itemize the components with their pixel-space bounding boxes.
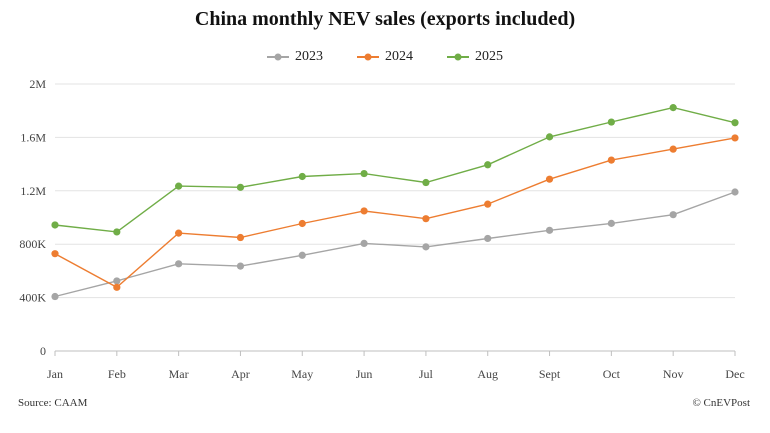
legend-label-2025: 2025 bbox=[475, 49, 503, 64]
data-point-2023-may bbox=[298, 251, 306, 259]
chart-title: China monthly NEV sales (exports include… bbox=[194, 8, 576, 30]
data-point-2025-feb bbox=[113, 228, 121, 236]
x-tick-label: Sept bbox=[539, 367, 561, 381]
data-point-2023-oct bbox=[607, 219, 615, 227]
y-tick-label: 800K bbox=[19, 237, 46, 251]
data-point-2023-aug bbox=[484, 234, 492, 243]
legend-marker-2024 bbox=[357, 53, 379, 61]
data-point-2024-aug bbox=[484, 200, 492, 208]
x-tick-label: Mar bbox=[169, 367, 189, 381]
data-point-2024-sept bbox=[545, 175, 554, 183]
legend-item-2023[interactable]: 2023 bbox=[267, 49, 323, 65]
y-tick-label: 1.2M bbox=[20, 184, 46, 198]
data-point-2025-dec bbox=[731, 119, 739, 127]
data-point-2025-nov bbox=[669, 104, 677, 112]
data-point-2023-feb bbox=[113, 277, 121, 285]
data-point-2024-mar bbox=[175, 229, 183, 237]
data-point-2024-may bbox=[298, 219, 306, 228]
data-point-2023-jan bbox=[51, 292, 59, 301]
data-point-2023-jun bbox=[360, 239, 368, 247]
x-tick-label: Aug bbox=[477, 367, 498, 381]
credit-note: © CnEVPost bbox=[692, 397, 750, 409]
x-tick-label: Jun bbox=[356, 367, 373, 381]
data-point-2025-apr bbox=[236, 183, 245, 191]
data-point-2023-mar bbox=[175, 260, 183, 268]
data-point-2024-dec bbox=[731, 134, 739, 142]
data-point-2023-dec bbox=[731, 188, 739, 196]
x-tick-label: Jan bbox=[47, 367, 63, 381]
data-point-2025-oct bbox=[607, 118, 615, 126]
source-note: Source: CAAM bbox=[18, 397, 88, 409]
data-point-2023-jul bbox=[422, 243, 430, 251]
data-point-2025-jul bbox=[422, 178, 430, 187]
x-tick-label: Jul bbox=[419, 367, 434, 381]
data-point-2023-sept bbox=[545, 226, 554, 234]
y-tick-label: 2M bbox=[29, 77, 46, 91]
data-point-2024-apr bbox=[236, 233, 245, 242]
data-point-2024-jan bbox=[51, 250, 59, 258]
legend-item-2025[interactable]: 2025 bbox=[447, 49, 503, 65]
legend-item-2024[interactable]: 2024 bbox=[357, 49, 413, 65]
x-tick-label: May bbox=[291, 367, 313, 381]
series-line-2024 bbox=[54, 137, 736, 289]
data-point-2024-feb bbox=[113, 283, 121, 291]
legend-marker-2025 bbox=[447, 53, 469, 61]
legend-marker-2023 bbox=[267, 53, 289, 61]
y-tick-label: 0 bbox=[40, 344, 46, 358]
y-tick-label: 1.6M bbox=[20, 130, 46, 144]
data-point-2025-mar bbox=[175, 182, 183, 190]
series-line-2025 bbox=[54, 106, 736, 233]
legend-label-2023: 2023 bbox=[295, 49, 323, 64]
data-point-2025-jan bbox=[51, 221, 59, 229]
x-tick-label: Dec bbox=[725, 367, 744, 381]
data-point-2025-aug bbox=[484, 161, 492, 169]
series-line-2023 bbox=[54, 191, 736, 298]
x-tick-label: Nov bbox=[663, 367, 684, 381]
x-tick-label: Apr bbox=[231, 367, 250, 381]
x-tick-label: Oct bbox=[603, 367, 621, 381]
y-tick-label: 400K bbox=[19, 291, 46, 305]
data-point-2025-sept bbox=[545, 133, 554, 141]
data-point-2024-nov bbox=[669, 145, 677, 153]
data-point-2025-may bbox=[298, 172, 306, 181]
data-point-2023-nov bbox=[669, 211, 677, 219]
data-point-2024-jul bbox=[422, 215, 430, 223]
data-point-2024-jun bbox=[360, 207, 368, 215]
legend: 2023 2024 2025 bbox=[0, 49, 770, 65]
legend-label-2024: 2024 bbox=[385, 49, 413, 64]
data-point-2023-apr bbox=[236, 262, 245, 270]
x-tick-label: Feb bbox=[108, 367, 126, 381]
data-point-2024-oct bbox=[607, 156, 615, 164]
data-point-2025-jun bbox=[360, 169, 368, 178]
